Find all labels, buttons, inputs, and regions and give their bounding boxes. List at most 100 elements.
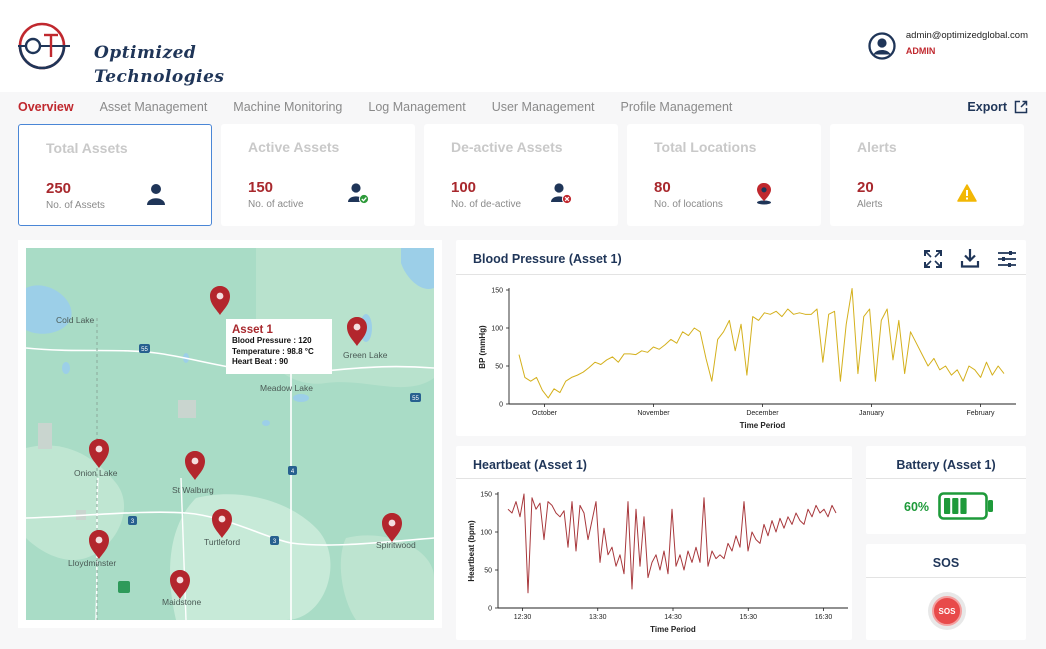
map-marker-icon[interactable] [89, 439, 109, 468]
y-tick-label: 50 [484, 568, 492, 575]
card-total-locations[interactable]: Total Locations 80 No. of locations [627, 124, 821, 226]
export-label: Export [967, 100, 1007, 114]
map-marker-icon[interactable] [212, 509, 232, 538]
map-canvas[interactable]: 55 55 4 3 3 Cold Lake Green Lake Meadow … [26, 248, 434, 620]
tooltip-line: Temperature : 98.8 °C [232, 346, 314, 356]
tooltip-line: Blood Pressure : 120 [232, 336, 312, 345]
y-axis-title: Heartbeat (bpm) [467, 520, 476, 582]
x-axis-title: Time Period [650, 625, 696, 634]
tab-user-management[interactable]: User Management [491, 100, 595, 114]
map-park-icon [118, 581, 130, 593]
user-check-icon [348, 183, 370, 205]
map-marker-icon[interactable] [185, 451, 205, 480]
map-road [26, 511, 434, 546]
tab-profile-management[interactable]: Profile Management [620, 100, 733, 114]
map-marker-icon[interactable] [170, 570, 190, 599]
map-road-shield [128, 516, 137, 525]
panel-title: Blood Pressure (Asset 1) [473, 252, 622, 266]
battery-level: 60% [904, 500, 930, 514]
card-value: 80 [654, 179, 671, 196]
logo-mark-icon [18, 22, 70, 70]
card-title: Total Locations [654, 139, 757, 155]
map-road-label: 55 [141, 347, 148, 353]
brand-name: Optimized Technologies [94, 41, 224, 89]
map-urban-area [178, 400, 196, 418]
x-tick-label: 12:30 [514, 614, 532, 621]
map-place-label: St Walburg [172, 485, 214, 495]
y-tick-label: 100 [491, 326, 503, 333]
y-tick-label: 0 [488, 606, 492, 613]
heartbeat-chart-panel: Heartbeat (Asset 1) 0 50 100 150 12:30 13:30 1… [456, 446, 852, 640]
brand-line-2: Technologies [94, 67, 225, 87]
x-tick-label: January [859, 410, 884, 417]
battery-cell [960, 498, 967, 514]
map-marker-icon[interactable] [347, 317, 367, 346]
card-subtitle: No. of de-active [451, 199, 522, 210]
map-lake [26, 285, 72, 334]
map-place-label: Lloydminster [68, 558, 116, 568]
user-icon [147, 184, 165, 205]
card-subtitle: Alerts [857, 199, 883, 210]
card-subtitle: No. of locations [654, 199, 723, 210]
map-lake [62, 362, 70, 374]
battery-icon [938, 492, 993, 520]
map-road [180, 477, 187, 620]
download-icon[interactable] [959, 247, 981, 269]
map-place-label: Meadow Lake [260, 383, 313, 393]
map-marker-icon[interactable] [210, 286, 230, 315]
card-value: 100 [451, 179, 477, 196]
y-tick-label: 100 [480, 530, 492, 537]
card-subtitle: No. of Assets [46, 200, 105, 211]
map-place-label: Green Lake [343, 350, 388, 360]
fullscreen-icon[interactable] [922, 248, 944, 270]
y-axis-title: BP (mmHg) [478, 325, 487, 369]
x-tick-label: February [967, 410, 996, 417]
sos-panel: SOS SOS [866, 544, 1026, 640]
map-forest-area [340, 535, 434, 620]
bp-series-line [518, 287, 1005, 399]
export-button[interactable]: Export [967, 100, 1028, 114]
card-active-assets[interactable]: Active Assets 150 No. of active [221, 124, 415, 226]
export-icon [1014, 100, 1028, 114]
map-road-label: 4 [291, 469, 295, 475]
map-road-shield [410, 393, 421, 402]
card-title: Total Assets [46, 140, 128, 156]
battery-panel: Battery (Asset 1) 60% [866, 446, 1026, 534]
x-tick-label: December [746, 410, 779, 417]
card-alerts[interactable]: Alerts 20 Alerts [830, 124, 1024, 226]
map-place-label: Spiritwood [376, 540, 416, 550]
map-road-shield [288, 466, 297, 475]
x-axis-title: Time Period [740, 421, 786, 430]
account-avatar-icon [868, 32, 896, 60]
map-road-label: 55 [412, 396, 419, 402]
asset-map[interactable]: 55 55 4 3 3 Cold Lake Green Lake Meadow … [18, 240, 442, 628]
tab-machine-monitoring[interactable]: Machine Monitoring [233, 100, 343, 114]
panel-title: Heartbeat (Asset 1) [473, 458, 587, 472]
tooltip-line: Heart Beat : 90 [232, 357, 289, 366]
brand-logo[interactable]: Optimized Technologies [18, 19, 224, 87]
heartbeat-line-chart[interactable]: 0 50 100 150 12:30 13:30 14:30 15:30 16:30 Time P… [456, 480, 852, 640]
map-urban-area [38, 423, 52, 449]
y-tick-label: 150 [491, 288, 503, 295]
map-marker-icon[interactable] [89, 530, 109, 559]
bp-line-chart[interactable]: 0 50 100 150 October November December January F… [456, 276, 1026, 436]
card-deactive-assets[interactable]: De-active Assets 100 No. of de-active [424, 124, 618, 226]
heartbeat-series-line [507, 493, 837, 594]
panel-title: Battery (Asset 1) [896, 458, 996, 472]
user-remove-icon [551, 183, 573, 205]
card-total-assets[interactable]: Total Assets 250 No. of Assets [18, 124, 212, 226]
map-place-label: Cold Lake [56, 315, 95, 325]
map-road-label: 3 [131, 519, 135, 525]
card-value: 150 [248, 179, 274, 196]
bp-chart-panel: Blood Pressure (Asset 1) 0 50 100 150 Octobe… [456, 240, 1026, 436]
user-menu[interactable]: admin@optimizedglobal.com ADMIN [868, 30, 1028, 64]
tab-log-management[interactable]: Log Management [368, 100, 466, 114]
brand-line-1: Optimized [94, 43, 197, 63]
x-tick-label: 16:30 [815, 614, 833, 621]
tab-asset-management[interactable]: Asset Management [99, 100, 208, 114]
settings-sliders-icon[interactable] [996, 248, 1018, 270]
panel-divider [456, 274, 1026, 275]
sos-button[interactable]: SOS [928, 592, 966, 630]
tab-overview[interactable]: Overview [18, 100, 74, 114]
map-marker-icon[interactable] [382, 513, 402, 542]
